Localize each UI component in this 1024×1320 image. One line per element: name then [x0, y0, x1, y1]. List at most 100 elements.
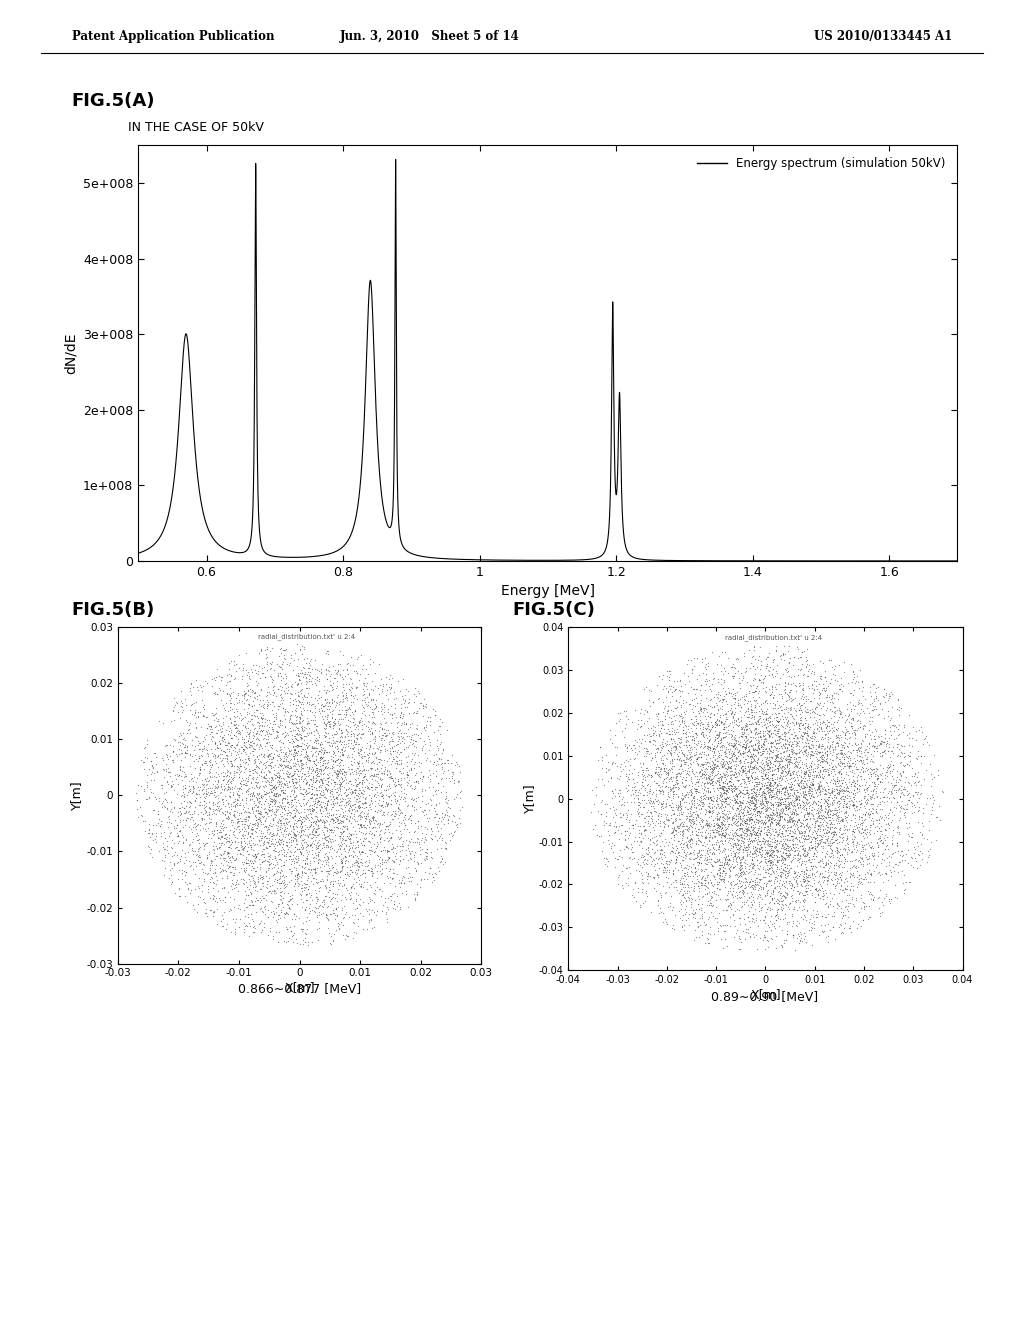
Point: [711, 859, 727, 880]
Point: [650, 808, 667, 829]
Point: [711, 772, 727, 793]
Point: [654, 752, 671, 774]
Point: [348, 863, 365, 884]
Point: [732, 717, 749, 738]
Point: [724, 809, 740, 830]
Point: [739, 813, 756, 834]
Point: [346, 878, 362, 899]
Point: [777, 908, 794, 929]
Point: [232, 833, 249, 854]
Point: [287, 803, 303, 824]
Point: [375, 725, 391, 746]
Point: [634, 771, 650, 792]
Point: [683, 843, 699, 865]
Point: [273, 891, 290, 912]
Point: [317, 741, 334, 762]
Point: [688, 873, 705, 894]
Point: [717, 791, 733, 812]
Point: [274, 762, 291, 783]
Point: [308, 731, 325, 752]
Point: [299, 791, 315, 812]
Point: [233, 709, 250, 730]
Point: [723, 855, 739, 876]
Point: [396, 713, 413, 734]
Point: [306, 721, 323, 742]
Point: [755, 857, 771, 878]
Point: [754, 792, 770, 813]
Point: [410, 744, 426, 766]
Point: [334, 771, 350, 792]
Point: [598, 762, 614, 783]
Point: [727, 825, 743, 846]
Point: [900, 830, 916, 851]
Point: [861, 807, 878, 828]
Point: [353, 875, 370, 896]
Point: [733, 863, 750, 884]
Point: [231, 755, 248, 776]
Point: [758, 709, 774, 730]
Point: [310, 762, 327, 783]
Point: [275, 690, 292, 711]
Point: [177, 774, 194, 795]
Point: [777, 865, 794, 886]
Point: [773, 779, 790, 800]
Point: [353, 842, 370, 863]
Point: [343, 774, 359, 795]
Point: [360, 808, 377, 829]
Point: [797, 843, 813, 865]
Point: [706, 788, 722, 809]
Point: [293, 750, 309, 771]
Point: [283, 748, 299, 770]
Point: [393, 722, 410, 743]
Point: [708, 772, 724, 793]
Point: [749, 837, 765, 858]
Point: [762, 685, 778, 706]
Point: [720, 882, 736, 903]
Point: [352, 807, 369, 828]
Point: [742, 842, 759, 863]
Point: [201, 801, 217, 822]
Point: [220, 842, 237, 863]
Point: [658, 866, 675, 887]
Point: [817, 853, 834, 874]
Point: [687, 855, 703, 876]
Point: [253, 787, 269, 808]
Point: [769, 775, 785, 796]
Point: [297, 772, 313, 793]
Point: [885, 737, 901, 758]
Point: [630, 853, 646, 874]
Point: [794, 772, 810, 793]
Point: [623, 784, 639, 805]
Point: [276, 640, 293, 661]
Point: [741, 822, 758, 843]
Point: [883, 681, 899, 702]
Point: [845, 708, 861, 729]
Point: [177, 688, 194, 709]
Point: [193, 738, 209, 759]
Point: [227, 744, 244, 766]
Point: [810, 750, 826, 771]
Point: [828, 862, 845, 883]
Point: [738, 719, 755, 741]
Point: [292, 776, 308, 797]
Point: [759, 882, 775, 903]
Point: [612, 822, 629, 843]
Point: [792, 710, 808, 731]
Point: [269, 842, 286, 863]
Point: [654, 784, 671, 805]
Point: [643, 854, 659, 875]
Point: [813, 829, 829, 850]
Point: [852, 750, 868, 771]
Point: [635, 768, 651, 789]
Point: [686, 792, 702, 813]
Point: [700, 826, 717, 847]
Point: [243, 772, 259, 793]
Point: [843, 873, 859, 894]
Point: [738, 780, 755, 801]
Point: [313, 759, 330, 780]
Point: [263, 638, 280, 659]
Point: [721, 895, 737, 916]
Point: [700, 895, 717, 916]
Point: [727, 714, 743, 735]
Point: [160, 842, 176, 863]
